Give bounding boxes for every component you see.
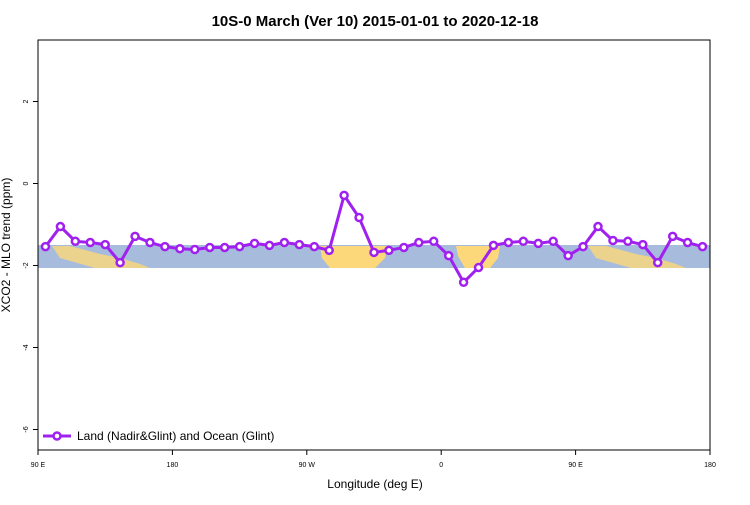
x-tick-label: 0 bbox=[439, 462, 443, 469]
data-point bbox=[682, 237, 693, 248]
data-point bbox=[175, 243, 185, 254]
data-point bbox=[384, 245, 394, 256]
data-point bbox=[697, 241, 708, 252]
y-tick-label: -4 bbox=[23, 344, 30, 350]
series-line bbox=[44, 193, 703, 284]
x-tick-label: 90 E bbox=[31, 462, 46, 469]
data-point bbox=[399, 242, 409, 253]
plot-frame bbox=[37, 39, 711, 451]
data-point bbox=[354, 212, 364, 223]
data-point bbox=[145, 237, 155, 248]
data-point bbox=[667, 231, 678, 242]
y-tick-label: 0 bbox=[23, 181, 30, 185]
data-point bbox=[100, 239, 110, 250]
y-axis-label: XCO2 - MLO trend (ppm) bbox=[0, 178, 13, 313]
data-point bbox=[160, 241, 170, 252]
data-point bbox=[548, 236, 558, 247]
chart-title: 10S-0 March (Ver 10) 2015-01-01 to 2020-… bbox=[212, 13, 539, 30]
x-axis-label: Longitude (deg E) bbox=[327, 477, 422, 491]
data-point bbox=[190, 244, 200, 255]
data-point bbox=[652, 257, 663, 268]
legend-label: Land (Nadir&Glint) and Ocean (Glint) bbox=[77, 429, 274, 443]
data-point bbox=[219, 242, 230, 253]
data-point bbox=[488, 240, 499, 251]
x-tick-label: 180 bbox=[167, 462, 179, 469]
data-point bbox=[85, 237, 96, 248]
data-point bbox=[40, 241, 51, 252]
data-point bbox=[473, 262, 484, 273]
data-point bbox=[638, 239, 648, 250]
data-point bbox=[443, 250, 454, 261]
data-point bbox=[623, 236, 633, 247]
data-point bbox=[55, 221, 66, 232]
data-point bbox=[234, 241, 245, 252]
data-point bbox=[608, 235, 618, 246]
data-point bbox=[458, 277, 469, 288]
data-point bbox=[130, 231, 140, 242]
data-point bbox=[324, 245, 334, 256]
data-point bbox=[414, 237, 424, 248]
y-tick-label: 2 bbox=[23, 99, 30, 103]
data-point bbox=[578, 241, 588, 252]
y-tick-label: -2 bbox=[23, 262, 30, 268]
data-point bbox=[309, 241, 320, 252]
legend-marker bbox=[52, 431, 62, 441]
data-point bbox=[369, 247, 379, 258]
x-tick-label: 90 W bbox=[299, 462, 316, 469]
data-point bbox=[264, 240, 275, 251]
data-point bbox=[339, 190, 349, 201]
data-point bbox=[518, 236, 529, 247]
data-point bbox=[204, 242, 215, 253]
data-point bbox=[294, 239, 305, 250]
data-point bbox=[563, 250, 573, 261]
data-point bbox=[428, 236, 439, 247]
y-tick-label: -6 bbox=[23, 426, 30, 432]
data-point bbox=[533, 238, 544, 249]
data-point bbox=[593, 221, 603, 232]
data-point bbox=[279, 237, 290, 248]
data-point bbox=[115, 257, 125, 268]
data-point bbox=[249, 238, 260, 249]
data-point bbox=[503, 237, 514, 248]
x-tick-label: 90 E bbox=[568, 462, 583, 469]
x-tick-label: 180 bbox=[704, 462, 716, 469]
data-point bbox=[70, 236, 81, 247]
